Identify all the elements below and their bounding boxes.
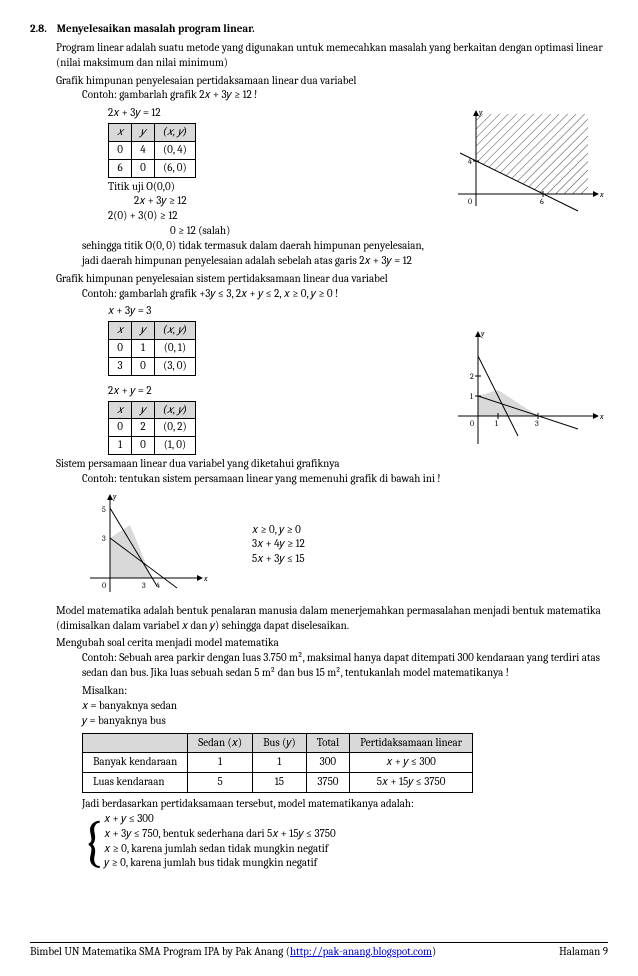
paragraph: Grafik himpunan penyelesaian pertidaksam… <box>56 74 608 89</box>
paragraph: Sistem persamaan linear dua variabel yan… <box>56 457 608 472</box>
svg-text:y: y <box>479 108 483 117</box>
svg-text:5: 5 <box>102 505 106 514</box>
svg-text:0: 0 <box>470 419 474 428</box>
svg-text:y: y <box>113 492 117 501</box>
table-2: 𝑥𝑦(𝑥, 𝑦) 01(0, 1) 30(3, 0) <box>108 321 196 376</box>
svg-text:x: x <box>599 412 604 421</box>
footer-link[interactable]: http://pak-anang.blogspot.com <box>290 945 432 958</box>
chart-2: 0 1 2 1 3 x y <box>448 324 608 454</box>
svg-text:3: 3 <box>142 581 146 590</box>
footer-text: Bimbel UN Matematika SMA Program IPA by … <box>30 945 290 958</box>
example-text: Contoh: gambarlah grafik 2𝑥 + 3𝑦 ≥ 12 ! <box>82 88 608 103</box>
paragraph: Grafik himpunan penyelesaian sistem pert… <box>56 272 608 287</box>
svg-text:1: 1 <box>470 392 473 401</box>
svg-text:y: y <box>481 329 485 338</box>
table-3: 𝑥𝑦(𝑥, 𝑦) 02(0, 2) 10(1, 0) <box>108 401 196 456</box>
paragraph: sehingga titik O(0, 0) tidak termasuk da… <box>82 239 608 254</box>
equation: 2(0) + 3(0) ≥ 12 <box>108 209 418 224</box>
svg-text:6: 6 <box>540 197 544 206</box>
section-number: 2.8. <box>30 22 47 37</box>
svg-text:1: 1 <box>495 419 498 428</box>
text: Titik uji O(0,0) <box>108 180 418 195</box>
svg-text:x: x <box>203 574 208 583</box>
system-brace: { 𝑥 + 𝑦 ≤ 300 𝑥 + 3𝑦 ≤ 750, bentuk seder… <box>82 812 608 871</box>
example-text: Contoh: tentukan sistem persamaan linear… <box>82 472 608 487</box>
svg-text:4: 4 <box>468 157 472 166</box>
system-equations: 𝑥 ≥ 0, 𝑦 ≥ 0 3𝑥 + 4𝑦 ≥ 12 5𝑥 + 3𝑦 ≤ 15 <box>252 523 305 568</box>
chart-1: 0 4 6 x y <box>448 106 608 216</box>
table-1: 𝑥𝑦(𝑥, 𝑦) 04(0, 4) 60(6, 0) <box>108 123 196 178</box>
equation: 2𝑥 + 𝑦 = 2 <box>108 384 418 399</box>
equation: 2𝑥 + 3𝑦 ≥ 12 <box>134 194 418 209</box>
equation: 2𝑥 + 3𝑦 = 12 <box>108 106 418 121</box>
svg-text:x: x <box>599 190 604 199</box>
svg-text:3: 3 <box>102 534 106 543</box>
paragraph: Mengubah soal cerita menjadi model matem… <box>56 636 608 651</box>
model-table: Sedan (𝑥) Bus (𝑦) Total Pertidaksamaan l… <box>82 733 473 794</box>
page-footer: Bimbel UN Matematika SMA Program IPA by … <box>30 942 608 960</box>
paragraph: Program linear adalah suatu metode yang … <box>56 41 608 71</box>
svg-text:3: 3 <box>535 419 539 428</box>
section-title-text: Menyelesaikan masalah program linear. <box>57 22 255 37</box>
svg-text:2: 2 <box>470 372 474 381</box>
svg-text:0: 0 <box>468 197 472 206</box>
example-text: Contoh: gambarlah grafik +3𝑦 ≤ 3, 2𝑥 + 𝑦… <box>82 287 608 302</box>
equation: 0 ≥ 12 (salah) <box>170 224 418 239</box>
section-heading: 2.8. Menyelesaikan masalah program linea… <box>30 22 608 37</box>
paragraph: jadi daerah himpunan penyelesaian adalah… <box>82 254 608 269</box>
page-number: Halaman 9 <box>559 945 608 960</box>
text: 𝑥 = banyaknya sedan <box>82 699 608 714</box>
chart-3: 0 3 5 3 4 x y <box>82 490 212 600</box>
text: Misalkan: <box>82 684 608 699</box>
paragraph: Jadi berdasarkan pertidaksamaan tersebut… <box>82 797 608 812</box>
text: 𝑦 = banyaknya bus <box>82 714 608 729</box>
equation: 𝑥 + 3𝑦 = 3 <box>108 304 418 319</box>
svg-text:0: 0 <box>102 581 106 590</box>
example-text: Contoh: Sebuah area parkir dengan luas 3… <box>82 651 608 681</box>
svg-text:4: 4 <box>156 581 160 590</box>
paragraph: Model matematika adalah bentuk penalaran… <box>56 604 608 634</box>
